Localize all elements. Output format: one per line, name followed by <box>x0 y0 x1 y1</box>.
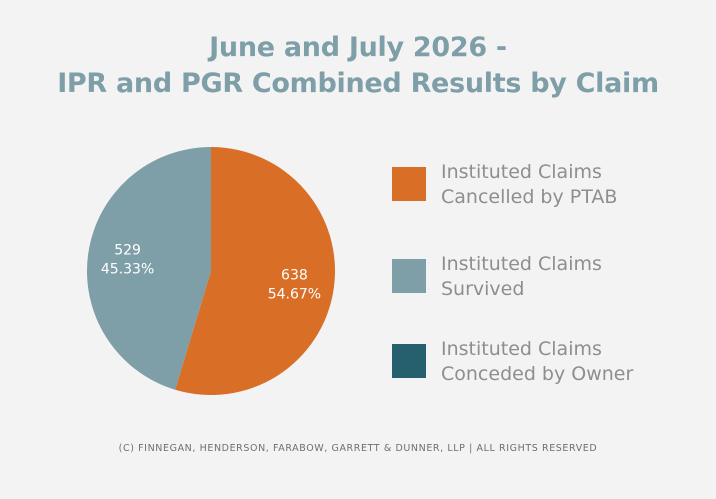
slice-percent-label-survived: 45.33% <box>101 262 154 278</box>
slice-value-label-survived: 529 <box>114 243 141 259</box>
legend-swatch-survived <box>392 259 426 293</box>
chart-title-line-1: June and July 2026 - <box>209 32 507 63</box>
legend-label-cancelled-line-2: Cancelled by PTAB <box>441 186 618 208</box>
legend-swatch-cancelled <box>392 167 426 201</box>
legend-label-survived: Instituted Claims Survived <box>441 252 701 302</box>
legend-label-cancelled-line-1: Instituted Claims <box>441 161 602 183</box>
chart-title-line-2: IPR and PGR Combined Results by Claim <box>57 68 659 99</box>
legend-label-survived-line-1: Instituted Claims <box>441 253 602 275</box>
slice-percent-label-cancelled: 54.67% <box>268 286 321 302</box>
pie-slice-survived <box>86 147 211 390</box>
legend-item-cancelled: Instituted Claims Cancelled by PTAB <box>392 160 692 220</box>
slice-value-label-cancelled: 638 <box>281 267 308 283</box>
legend-label-survived-line-2: Survived <box>441 278 525 300</box>
copyright-footer: (C) FINNEGAN, HENDERSON, FARABOW, GARRET… <box>118 443 598 454</box>
pie-slice-cancelled <box>175 147 335 395</box>
legend-label-cancelled: Instituted Claims Cancelled by PTAB <box>441 160 701 210</box>
legend-swatch-conceded <box>392 344 426 378</box>
legend-label-conceded-line-1: Instituted Claims <box>441 338 602 360</box>
legend-label-conceded: Instituted Claims Conceded by Owner <box>441 337 701 387</box>
legend-item-conceded: Instituted Claims Conceded by Owner <box>392 337 692 397</box>
legend-label-conceded-line-2: Conceded by Owner <box>441 363 634 385</box>
chart-title: June and July 2026 - IPR and PGR Combine… <box>0 30 716 102</box>
pie-chart: 638 54.67% 529 45.33% <box>86 147 335 395</box>
legend-item-survived: Instituted Claims Survived <box>392 252 692 312</box>
